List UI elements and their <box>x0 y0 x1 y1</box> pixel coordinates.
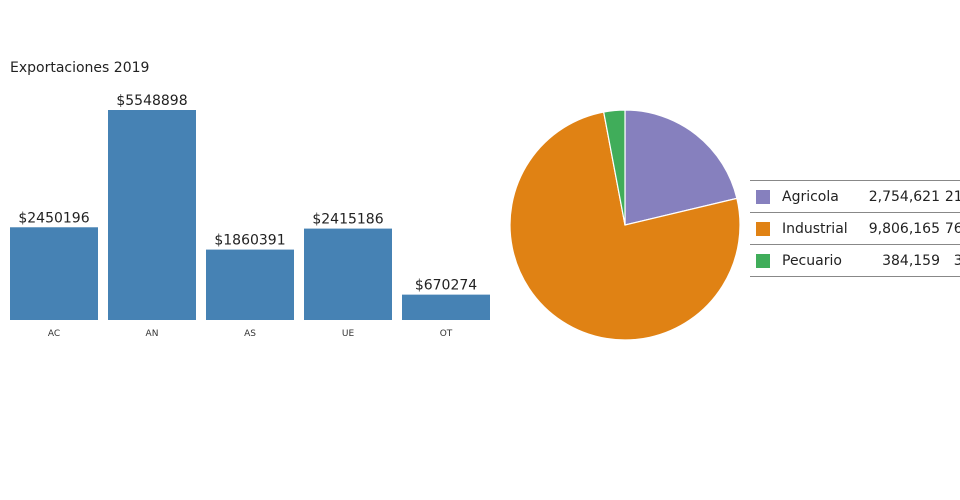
legend-pct: 76% <box>944 220 960 237</box>
pie-chart <box>509 109 741 341</box>
legend-row-pecuario: Pecuario 384,159 3% <box>750 245 960 277</box>
x-tick-label: OT <box>440 329 453 339</box>
chart-title: Exportaciones 2019 <box>10 60 150 76</box>
x-tick-label: AC <box>48 329 60 339</box>
legend-swatch-agricola <box>756 189 770 204</box>
bar-ue <box>304 228 392 320</box>
legend-name: Pecuario <box>782 252 842 269</box>
bar-data-label: $5548898 <box>116 93 187 109</box>
x-tick-label: AN <box>146 329 159 339</box>
x-tick-label: AS <box>244 329 256 339</box>
bar-an <box>108 110 196 320</box>
bar-data-label: $670274 <box>415 278 477 294</box>
bar-ot <box>402 294 490 320</box>
legend-row-industrial: Industrial 9,806,165 76% <box>750 213 960 245</box>
pie-slice-agricola <box>624 109 738 226</box>
legend-swatch-industrial <box>756 221 770 236</box>
pie-legend: Agricola 2,754,621 21% Industrial 9,806,… <box>750 180 960 277</box>
legend-pct: 21% <box>944 188 960 205</box>
pie-slice-pecuario <box>602 109 626 226</box>
legend-value: 9,806,165 <box>868 220 940 237</box>
x-tick-label: UE <box>342 329 355 339</box>
bar-data-label: $2450196 <box>18 210 89 226</box>
bar-data-label: $2415186 <box>312 212 383 228</box>
legend-row-agricola: Agricola 2,754,621 21% <box>750 181 960 213</box>
legend-name: Industrial <box>782 220 848 237</box>
legend-value: 2,754,621 <box>868 188 940 205</box>
bar-data-label: $1860391 <box>214 233 285 249</box>
legend-name: Agricola <box>782 188 839 205</box>
bar-as <box>206 249 294 320</box>
pie-slice-industrial <box>509 111 741 341</box>
legend-swatch-pecuario <box>756 253 770 268</box>
bar-ac <box>10 227 98 320</box>
legend-value: 384,159 <box>882 252 940 269</box>
legend-pct: 3% <box>953 252 960 269</box>
bar-chart: $2450196 AC $5548898 AN $1860391 AS $2415186 UE… <box>10 93 490 339</box>
